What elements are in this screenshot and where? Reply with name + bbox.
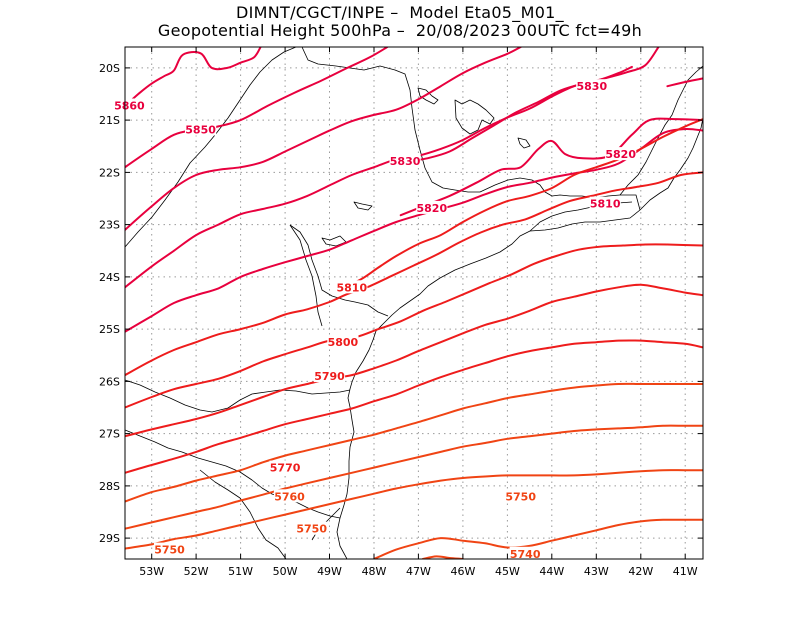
- contour-labels: 5860 5850 5830 5830 5820 5820 5810 5810 5800 5790…: [113, 79, 637, 561]
- state-border-ms-sp: [125, 47, 297, 248]
- contour-label-bg: [576, 79, 608, 93]
- contour-line-5820: [399, 117, 703, 217]
- tick-label-lat: 27S: [99, 428, 120, 441]
- contour-line-5820: [125, 65, 633, 289]
- contour-label-bg: [605, 147, 637, 161]
- state-border-rs-interior: [199, 469, 287, 559]
- tick-label-lon: 53W: [139, 565, 164, 578]
- contour-label: 5810: [336, 281, 367, 294]
- contour-label: 5760: [274, 490, 305, 503]
- tick-label-lon: 41W: [673, 565, 698, 578]
- contour-label-bg: [273, 489, 306, 503]
- contour-label-bg: [389, 153, 421, 167]
- contour-label-bg: [416, 200, 448, 214]
- contour-label: 5850: [185, 124, 216, 137]
- contour-label-bg: [327, 335, 359, 349]
- contour-label: 5860: [114, 100, 145, 113]
- tick-label-lat: 22S: [99, 166, 120, 179]
- axis-ticks: 53W 52W 51W 50W 49W 48W 47W 46W 45W 44W 43W 42W 41W 2…: [99, 47, 703, 578]
- tick-label-lat: 24S: [99, 271, 120, 284]
- state-border-mg-es: [619, 65, 703, 196]
- contour-label-bg: [113, 98, 145, 112]
- tick-label-lat: 29S: [99, 532, 120, 545]
- title-line-2: Geopotential Height 500hPa – 20/08/2023 …: [157, 21, 643, 40]
- contour-line-5860: [125, 47, 262, 107]
- contour-label: 5800: [328, 336, 359, 349]
- contour-label: 5820: [605, 148, 636, 161]
- tick-label-lon: 48W: [362, 565, 387, 578]
- map-title: DIMNT/CGCT/INPE – Model Eta05_M01_ Geopo…: [0, 4, 800, 40]
- tick-label-lon: 47W: [406, 565, 431, 578]
- tick-label-lat: 21S: [99, 114, 120, 127]
- contour-label: 5770: [270, 462, 301, 475]
- tick-label-lat: 23S: [99, 219, 120, 232]
- lake-ilha-bela: [454, 99, 495, 135]
- contour-line-5780: [125, 283, 703, 438]
- contour-label: 5830: [390, 155, 421, 168]
- tick-label-lat: 20S: [99, 62, 120, 75]
- tick-label-lon: 51W: [228, 565, 253, 578]
- state-border-pr-sc: [125, 379, 351, 413]
- tick-label-lon: 46W: [450, 565, 475, 578]
- reservoir-paranapanema: [353, 201, 373, 211]
- contour-line-5850: [125, 47, 389, 169]
- contour-line-5750: [125, 424, 703, 530]
- contour-label: 5750: [154, 544, 185, 557]
- contour-lines: [125, 47, 703, 559]
- contour-label-bg: [313, 369, 346, 383]
- tick-label-lat: 25S: [99, 323, 120, 336]
- contour-line-5800: [125, 171, 703, 377]
- contour-line-5790: [125, 243, 703, 409]
- contour-line-5810: [341, 118, 703, 289]
- plot-frame: [124, 46, 704, 560]
- contour-label-bg: [269, 460, 301, 474]
- contour-label: 5820: [416, 202, 447, 215]
- tick-label-lon: 43W: [584, 565, 609, 578]
- contour-label-bg: [505, 489, 537, 503]
- tick-label-lat: 28S: [99, 480, 120, 493]
- state-border-pr-ms: [289, 224, 323, 327]
- reservoir-guanabara: [517, 137, 531, 149]
- contour-line-5840: [125, 47, 522, 231]
- state-border-sp-pr: [289, 224, 389, 317]
- contour-line-5740: [373, 518, 703, 559]
- contour-label: 5830: [576, 80, 607, 93]
- contour-line-5830: [404, 47, 660, 163]
- contour-label-bg: [336, 280, 368, 294]
- contour-label: 5810: [590, 198, 621, 211]
- contour-label: 5750: [505, 490, 536, 503]
- contour-label-bg: [185, 122, 217, 136]
- tick-label-lat: 26S: [99, 375, 120, 388]
- contour-label-bg: [296, 521, 328, 535]
- tick-label-lon: 45W: [495, 565, 520, 578]
- tick-label-lon: 44W: [539, 565, 564, 578]
- contour-line-5770: [125, 339, 703, 474]
- contour-line-5760: [125, 382, 703, 503]
- contour-label: 5750: [296, 523, 327, 536]
- contour-label-bg: [589, 196, 621, 210]
- contour-line-5750: [125, 469, 703, 550]
- contour-label: 5790: [314, 370, 345, 383]
- tick-label-lon: 49W: [317, 565, 342, 578]
- contour-line-5810: [125, 127, 703, 333]
- state-border-sc-rs: [125, 429, 341, 519]
- contour-label: 5740: [510, 548, 541, 561]
- contour-label-bg: [153, 542, 186, 556]
- tick-label-lon: 52W: [184, 565, 209, 578]
- contour-label-bg: [509, 546, 541, 560]
- tick-label-lon: 50W: [273, 565, 298, 578]
- title-line-1: DIMNT/CGCT/INPE – Model Eta05_M01_: [236, 3, 564, 22]
- contour-line-5830: [666, 77, 703, 88]
- tick-label-lon: 42W: [628, 565, 653, 578]
